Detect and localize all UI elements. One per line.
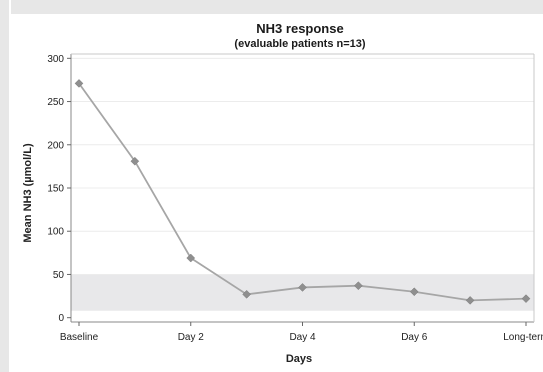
y-tick-label: 150: [47, 184, 64, 195]
data-point: [186, 253, 196, 263]
data-point: [298, 283, 307, 292]
y-tick-label: 300: [47, 54, 64, 65]
data-point: [354, 281, 363, 291]
data-point: [74, 79, 84, 88]
data-point: [242, 289, 251, 299]
chart-subtitle: (evaluable patients n=13): [234, 38, 365, 50]
data-point: [130, 156, 140, 166]
y-tick-label: 0: [58, 313, 64, 324]
y-tick-label: 50: [53, 270, 65, 281]
y-axis-label: Mean NH3 (µmol/L): [22, 143, 34, 243]
data-point: [409, 287, 419, 297]
x-tick-label: Day 2: [178, 332, 205, 343]
y-tick-label: 250: [47, 97, 64, 108]
data-point: [521, 294, 531, 304]
chart-title: NH3 response: [256, 21, 343, 36]
data-point: [465, 296, 475, 305]
x-axis-label: Days: [286, 353, 312, 365]
left-divider: [9, 0, 11, 372]
y-tick-label: 100: [47, 227, 64, 238]
x-tick-label: Long-term: [503, 332, 543, 343]
reference-band: [71, 274, 534, 311]
plot-area: 0 50 100 150 200 250 300 Baseline Day 2 Day 4 Day …: [47, 53, 543, 343]
y-tick-label: 200: [47, 140, 64, 151]
x-tick-label: Day 6: [401, 332, 428, 343]
x-tick-label: Baseline: [60, 332, 99, 343]
x-tick-label: Day 4: [289, 332, 316, 343]
